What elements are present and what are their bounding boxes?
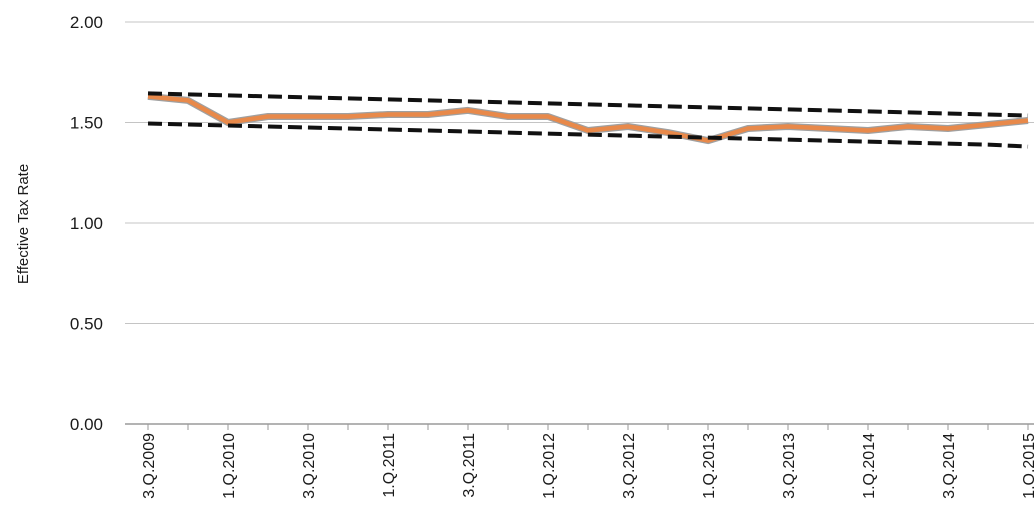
axes: 0.00 0.50 1.00 1.50 2.00 3.Q.2009 1.Q.2010 3.Q.… [70,13,1034,499]
gridlines [125,21,1034,425]
x-tick-label: 1.Q.2012 [541,433,558,499]
band-line-1 [147,91,1029,118]
x-tick-label: 1.Q.2014 [861,433,878,499]
y-tick-label: 1.50 [70,114,103,133]
series-lines [147,91,1029,149]
x-tick-label: 3.Q.2009 [141,433,158,499]
x-tick-label: 1.Q.2013 [701,433,718,499]
x-tick-label: 3.Q.2014 [941,433,958,499]
y-tick-label: 1.00 [70,214,103,233]
axis-labels: Effective Tax Rate [15,164,32,284]
y-tick-label: 0.00 [70,415,103,434]
x-tick-label: 3.Q.2010 [301,433,318,499]
main-line [147,94,1029,143]
x-tick-label: 3.Q.2011 [461,433,478,498]
x-tick-label: 3.Q.2013 [781,433,798,499]
x-tick-label: 1.Q.2010 [221,433,238,499]
y-axis-label: Effective Tax Rate [15,164,32,284]
band-line-2 [147,121,1029,149]
x-tick-label: 1.Q.2015 [1021,433,1034,499]
x-tick-label: 1.Q.2011 [381,433,398,498]
y-tick-label: 2.00 [70,13,103,32]
x-tick-label: 3.Q.2012 [621,433,638,499]
y-tick-label: 0.50 [70,315,103,334]
